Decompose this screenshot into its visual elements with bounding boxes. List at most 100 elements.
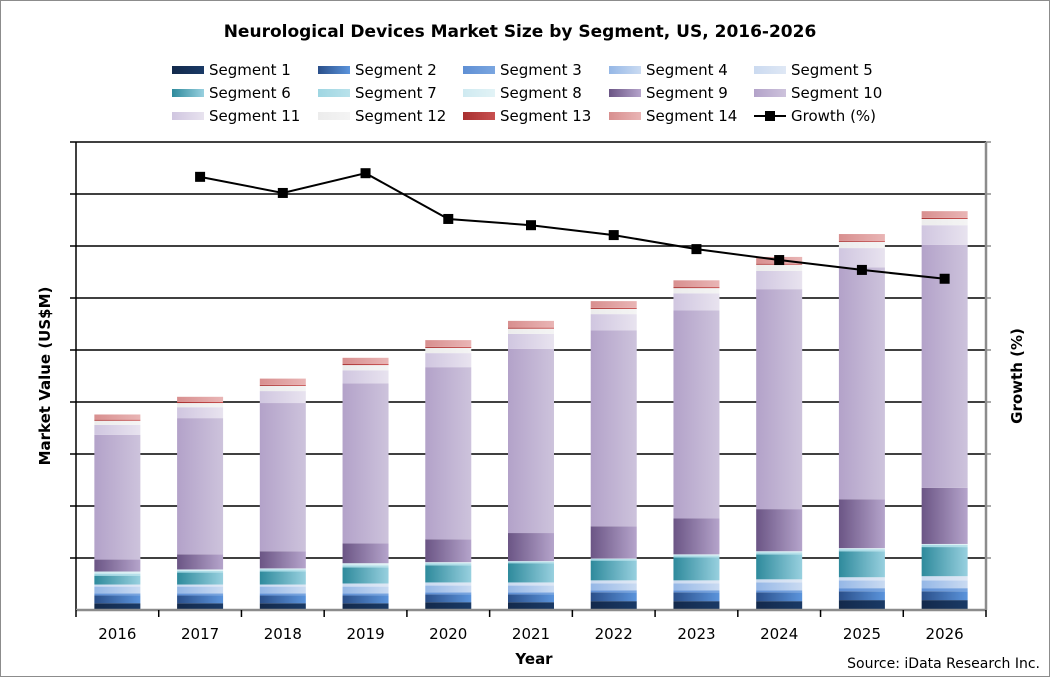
legend-swatch	[754, 89, 786, 97]
legend-item: Segment 11	[172, 107, 300, 125]
bar-stack-2020	[425, 340, 472, 610]
legend-label: Segment 10	[791, 84, 882, 102]
growth-line-path	[199, 172, 945, 280]
legend-swatch	[463, 112, 495, 120]
bar-segment-6-2018	[259, 571, 306, 585]
legend-swatch	[318, 89, 350, 97]
legend-label: Segment 6	[209, 84, 291, 102]
legend-item: Growth (%)	[754, 107, 876, 125]
bar-stack-2026	[921, 211, 968, 610]
bar-segment-2-2025	[838, 591, 885, 601]
bar-segment-13-2022	[590, 307, 637, 309]
bar-segment-1-2020	[425, 602, 472, 610]
bar-stack-2017	[177, 396, 224, 610]
bar-segment-4-2021	[508, 585, 554, 593]
bar-segment-12-2024	[756, 264, 803, 271]
bar-segment-9-2022	[590, 526, 637, 559]
bar-segment-7-2022	[590, 559, 637, 561]
bar-segment-11-2024	[756, 270, 803, 290]
bar-segment-5-2017	[177, 584, 224, 587]
bar-stack-2021	[508, 320, 554, 610]
bar-stack-2025	[838, 234, 885, 610]
legend-label: Segment 12	[355, 107, 446, 125]
legend-label: Segment 5	[791, 61, 873, 79]
bar-segment-7-2017	[177, 571, 224, 573]
growth-marker-2025	[856, 264, 867, 275]
legend-label: Growth (%)	[791, 107, 876, 125]
legend-label: Segment 4	[646, 61, 728, 79]
bar-segment-4-2022	[590, 583, 637, 591]
bar-segment-8-2019	[342, 563, 389, 566]
bar-segment-1-2025	[838, 600, 885, 610]
bar-segment-10-2025	[838, 267, 885, 500]
bar-segment-7-2019	[342, 565, 389, 568]
bar-segment-6-2016	[94, 575, 141, 585]
bar-segment-14-2016	[94, 414, 141, 420]
bar-stack-2023	[673, 280, 720, 610]
bar-segment-3-2019	[342, 593, 389, 596]
bar-segment-4-2018	[259, 586, 306, 594]
bar-segment-4-2016	[94, 586, 141, 594]
x-tick-label: 2025	[843, 625, 881, 643]
bar-segment-5-2020	[425, 582, 472, 586]
bar-segment-1-2024	[756, 601, 803, 610]
growth-marker-2018	[277, 187, 288, 198]
bar-segment-12-2020	[425, 347, 472, 354]
bar-stack-2019	[342, 357, 389, 610]
bar-segment-1-2023	[673, 601, 720, 610]
bar-segment-13-2025	[838, 240, 885, 242]
bar-segment-8-2020	[425, 562, 472, 564]
legend-item: Segment 14	[609, 107, 737, 125]
legend-item: Segment 1	[172, 61, 291, 79]
bar-segment-6-2022	[590, 560, 637, 581]
bar-segment-1-2021	[508, 602, 554, 610]
source-note: Source: iData Research Inc.	[847, 656, 1040, 672]
bar-segment-7-2018	[259, 569, 306, 572]
legend-label: Segment 1	[209, 61, 291, 79]
bar-segment-13-2026	[921, 217, 968, 219]
bar-segment-4-2017	[177, 586, 224, 594]
growth-marker-2017	[195, 171, 206, 182]
bar-stack-2022	[590, 301, 637, 610]
bar-segment-10-2026	[921, 244, 968, 488]
bar-segment-14-2019	[342, 357, 389, 365]
bar-segment-13-2017	[177, 402, 224, 404]
bar-segment-3-2026	[921, 588, 968, 592]
bar-segment-2-2026	[921, 591, 968, 601]
bar-segment-8-2018	[259, 568, 306, 570]
bar-segment-3-2022	[590, 590, 637, 593]
bar-segment-5-2016	[94, 584, 141, 587]
bar-segment-9-2017	[177, 554, 224, 570]
bar-segment-12-2016	[94, 420, 141, 425]
bar-segment-11-2022	[590, 314, 637, 331]
bar-segment-14-2020	[425, 340, 472, 347]
bar-segment-2-2018	[259, 595, 306, 604]
x-tick-label: 2019	[346, 625, 384, 643]
axes	[70, 141, 991, 617]
bar-segment-1-2018	[259, 603, 306, 610]
bar-segment-8-2021	[508, 561, 554, 562]
bar-segment-11-2021	[508, 333, 554, 349]
bar-segment-3-2018	[259, 593, 306, 596]
bar-segment-7-2025	[838, 549, 885, 552]
bar-segment-2-2020	[425, 594, 472, 603]
growth-marker-2024	[774, 255, 785, 266]
bar-segment-5-2023	[673, 580, 720, 584]
bar-segment-6-2023	[673, 557, 720, 581]
legend-label: Segment 3	[500, 61, 582, 79]
bar-segment-12-2025	[838, 241, 885, 249]
bar-segment-11-2017	[177, 407, 224, 419]
bar-segment-10-2019	[342, 383, 389, 544]
bar-segment-9-2016	[94, 559, 141, 572]
bar-segment-4-2025	[838, 580, 885, 589]
x-tick-label: 2020	[429, 625, 467, 643]
bar-segment-1-2019	[342, 603, 389, 610]
bar-segment-9-2024	[756, 509, 803, 552]
bar-segment-7-2026	[921, 545, 968, 548]
bar-segment-7-2021	[508, 561, 554, 564]
legend-label: Segment 9	[646, 84, 728, 102]
bar-segment-13-2021	[508, 327, 554, 329]
bar-segment-2-2019	[342, 595, 389, 604]
bar-segment-10-2022	[590, 330, 637, 527]
bar-segment-8-2022	[590, 558, 637, 560]
